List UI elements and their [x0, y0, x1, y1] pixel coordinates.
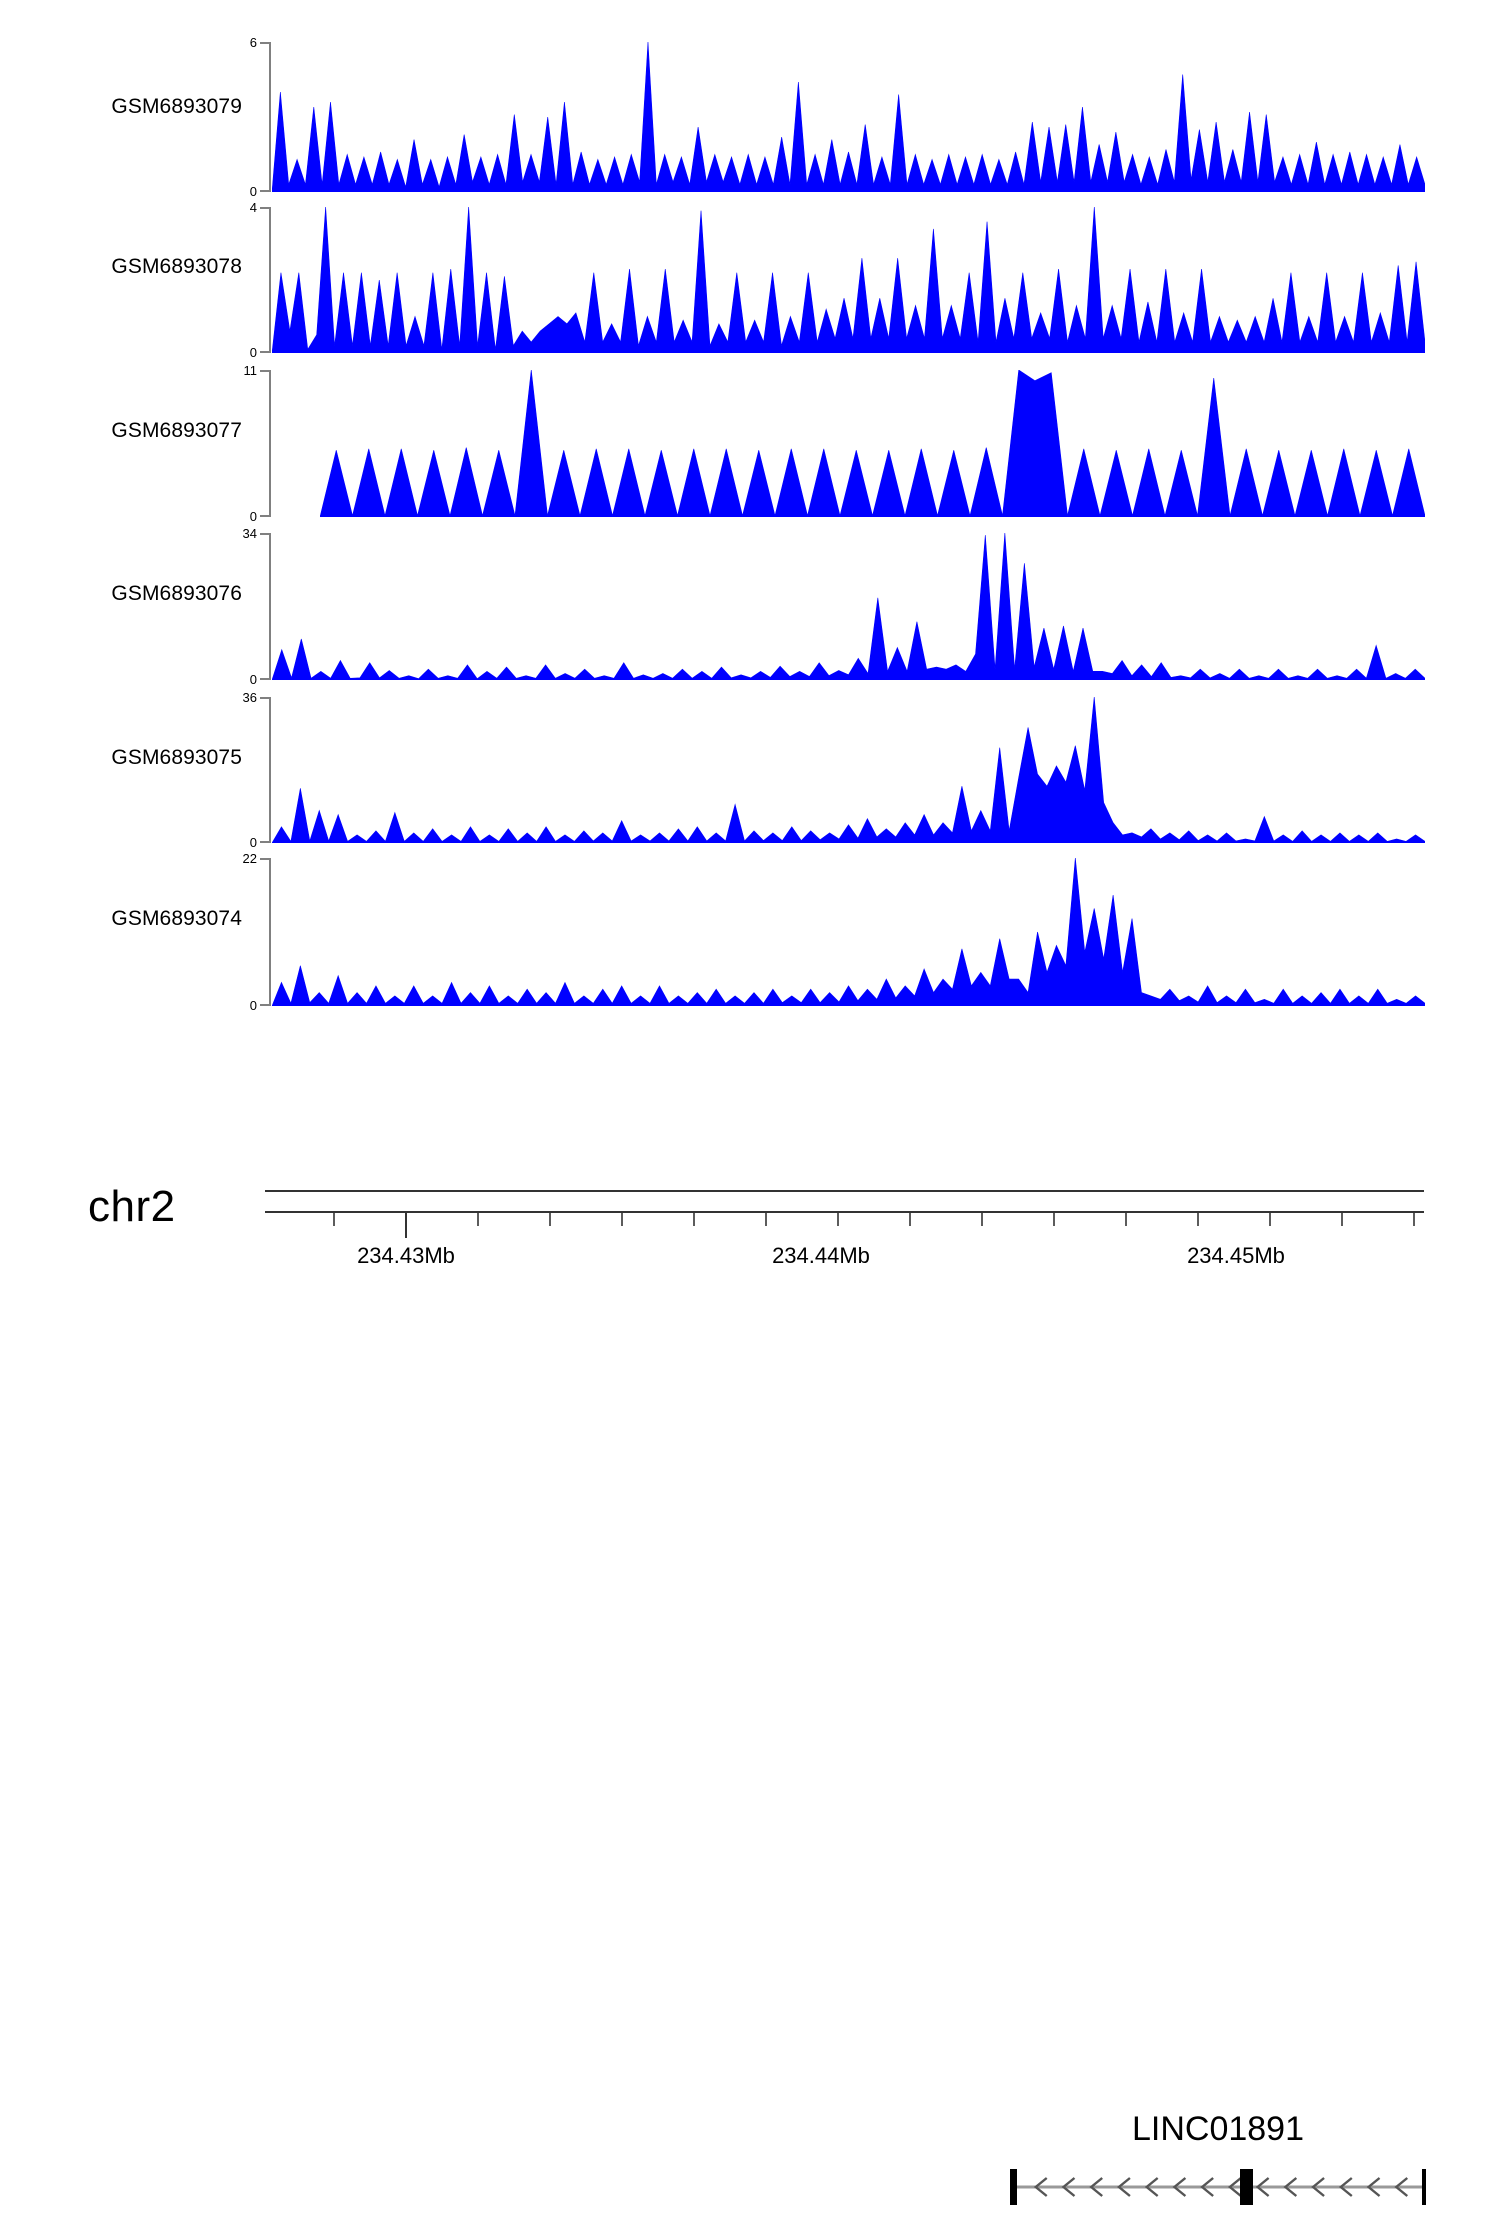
y-axis-tick-max [260, 533, 271, 535]
coverage-area [272, 207, 1425, 353]
axis-tick-label: 234.44Mb [772, 1243, 870, 1268]
coverage-polygon [320, 370, 1425, 517]
genome-browser-canvas: GSM6893079 6 0 GSM6893078 4 0 GSM6893077 11 0 GSM… [0, 36, 1500, 2205]
gene-label: LINC01891 [1131, 2110, 1304, 2148]
track-label-GSM6893075: GSM6893075 [111, 746, 242, 769]
axis-tick-label: 234.43Mb [357, 1243, 455, 1268]
y-axis-min-value: 0 [249, 184, 257, 199]
coverage-polygon [272, 533, 1425, 680]
y-axis-line [269, 858, 271, 1006]
track-label-GSM6893074: GSM6893074 [111, 907, 242, 930]
coverage-area [272, 697, 1425, 843]
y-axis-max-value: 22 [242, 851, 257, 866]
y-axis-min-value: 0 [249, 509, 257, 524]
y-axis-tick-max [260, 207, 271, 209]
y-axis-max-value: 6 [249, 35, 257, 50]
exon-block [1010, 2169, 1017, 2205]
y-axis-line [269, 533, 271, 680]
y-axis-max-value: 36 [242, 690, 257, 705]
track-label-GSM6893079: GSM6893079 [111, 95, 242, 118]
axis-tick-label: 234.45Mb [1187, 1243, 1285, 1268]
y-axis-min-value: 0 [249, 835, 257, 850]
y-axis-max-value: 4 [249, 200, 257, 215]
y-axis-line [269, 207, 271, 353]
track-label-GSM6893077: GSM6893077 [111, 419, 242, 442]
y-axis: 36 0 [243, 691, 271, 849]
track-label-GSM6893078: GSM6893078 [111, 255, 242, 278]
y-axis-tick-min [260, 190, 271, 192]
y-axis-line [269, 370, 271, 517]
genome-axis-svg [265, 1190, 1424, 1238]
gene-model-svg [1010, 2169, 1426, 2205]
exon-block [1422, 2169, 1426, 2205]
y-axis-max-value: 11 [243, 363, 258, 378]
y-axis-tick-min [260, 841, 271, 843]
coverage-polygon [272, 697, 1425, 843]
y-axis-tick-max [260, 370, 271, 372]
gene-model[interactable] [0, 2165, 1500, 2210]
y-axis-max-value: 34 [242, 526, 257, 541]
y-axis: 11 0 [244, 364, 271, 523]
coverage-area [272, 858, 1425, 1006]
y-axis-tick-max [260, 697, 271, 699]
coverage-area [272, 533, 1425, 680]
y-axis-tick-min [260, 351, 271, 353]
coverage-area [320, 370, 1425, 517]
coverage-polygon [272, 858, 1425, 1006]
y-axis: 22 0 [243, 852, 271, 1012]
exon-block [1240, 2169, 1253, 2205]
y-axis-tick-min [260, 515, 271, 517]
y-axis-min-value: 0 [249, 345, 257, 360]
y-axis-tick-max [260, 42, 271, 44]
gene-annotation-track: LINC01891 [0, 1050, 1500, 2205]
coverage-polygon [272, 42, 1425, 192]
y-axis-tick-max [260, 858, 271, 860]
y-axis-tick-min [260, 678, 271, 680]
y-axis-line [269, 697, 271, 843]
chromosome-label: chr2 [88, 1182, 176, 1231]
y-axis-min-value: 0 [249, 998, 257, 1013]
y-axis: 34 0 [243, 527, 271, 686]
y-axis-tick-min [260, 1004, 271, 1006]
coverage-area [272, 42, 1425, 192]
genome-axis[interactable]: 234.43Mb 234.44Mb 234.45Mb [0, 1185, 1500, 1295]
y-axis-min-value: 0 [249, 672, 257, 687]
track-label-GSM6893076: GSM6893076 [111, 582, 242, 605]
coverage-polygon [272, 207, 1425, 353]
y-axis-line [269, 42, 271, 192]
